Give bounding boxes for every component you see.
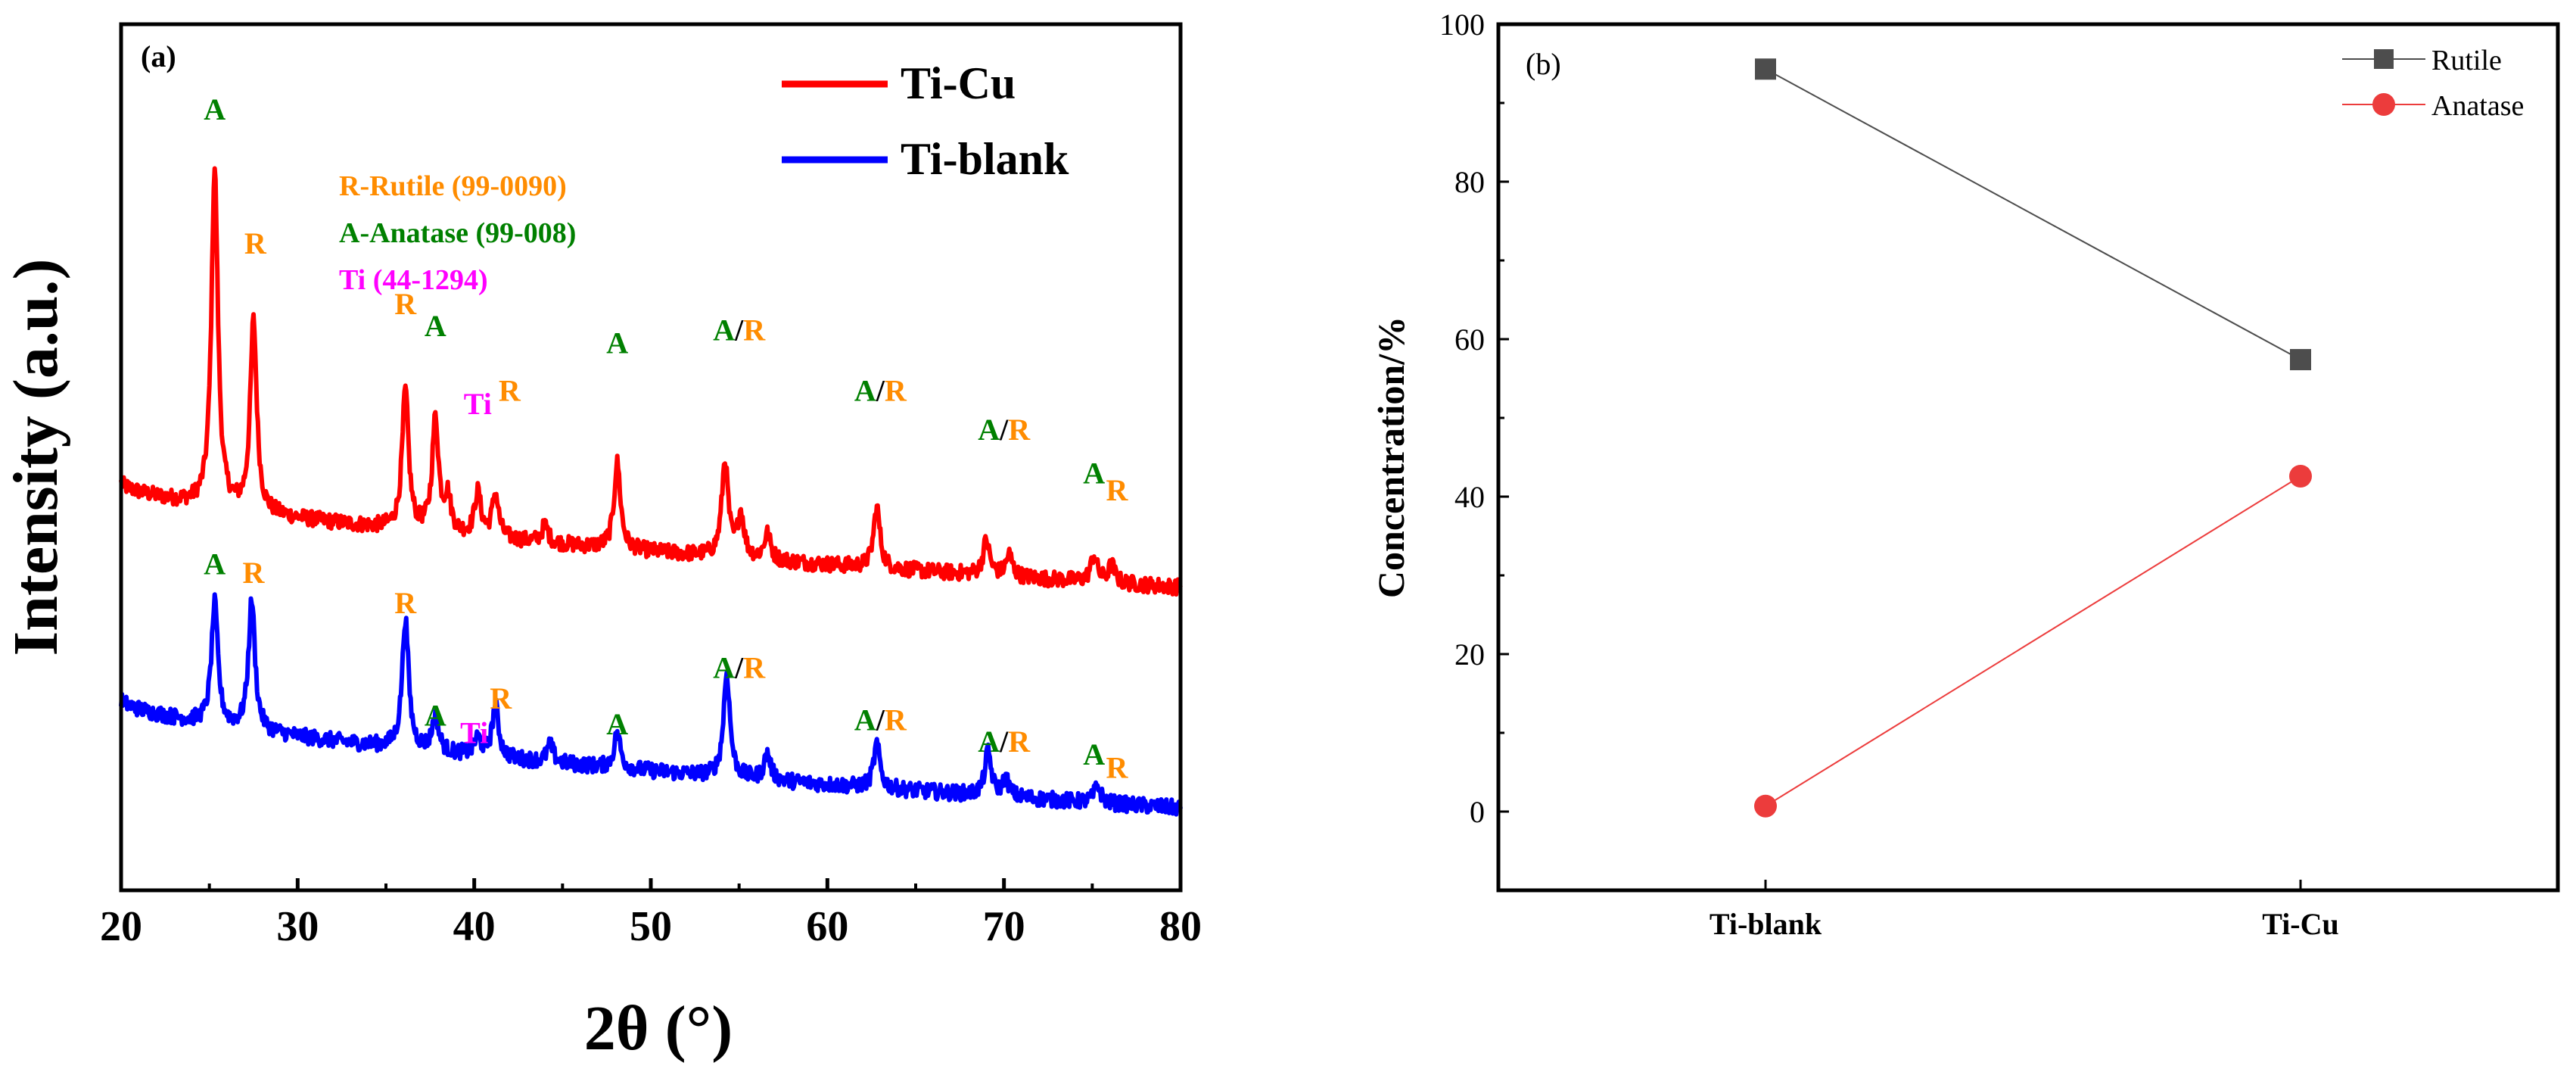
peak-label-ti-blank-20: A/R bbox=[854, 703, 907, 737]
peak-label-ti-blank-22: A bbox=[1083, 737, 1105, 771]
peak-label-ti-cu-9: A/R bbox=[978, 413, 1031, 447]
peak-label-ti-cu-8: A/R bbox=[854, 374, 907, 408]
legend-marker-rutile bbox=[2374, 49, 2394, 69]
data-point-rutile-ti-cu bbox=[2290, 349, 2311, 371]
y-tick-label-60: 60 bbox=[1454, 323, 1485, 357]
peak-label-ti-blank-15: A bbox=[425, 699, 446, 733]
peak-label-ti-cu-6: A bbox=[606, 326, 628, 360]
x-tick-label-ti-blank: Ti-blank bbox=[1710, 907, 1822, 941]
peak-label-ti-blank-21: A/R bbox=[978, 725, 1031, 759]
x-tick-label-20: 20 bbox=[100, 903, 142, 950]
x-tick-label-ti-cu: Ti-Cu bbox=[2262, 907, 2339, 941]
x-tick-label-40: 40 bbox=[453, 903, 496, 950]
y-tick-label-0: 0 bbox=[1470, 795, 1485, 829]
y-tick-label-20: 20 bbox=[1454, 637, 1485, 672]
legend-marker-anatase bbox=[2372, 93, 2395, 116]
panel-a-x-axis-title: 2θ (°) bbox=[584, 993, 733, 1064]
peak-label-ti-cu-7: A/R bbox=[713, 313, 766, 347]
peak-label-ti-blank-17: R bbox=[490, 681, 512, 715]
peak-label-ti-cu-1: R bbox=[244, 226, 267, 260]
y-tick-label-80: 80 bbox=[1454, 165, 1485, 199]
x-tick-label-30: 30 bbox=[276, 903, 319, 950]
y-tick-label-40: 40 bbox=[1454, 480, 1485, 514]
peak-label-ti-cu-3: A bbox=[425, 309, 446, 343]
x-tick-label-80: 80 bbox=[1159, 903, 1202, 950]
reference-legend: R-Rutile (99-0090) A-Anatase (99-008) Ti… bbox=[339, 170, 576, 296]
x-tick-label-50: 50 bbox=[630, 903, 672, 950]
xrd-traces bbox=[119, 166, 1183, 817]
panel-a-label: (a) bbox=[141, 39, 176, 73]
panel-a-x-axis: 20 30 40 50 60 70 80 bbox=[100, 878, 1202, 950]
peak-label-ti-blank-18: A bbox=[606, 707, 628, 741]
peak-label-ti-cu-0: A bbox=[204, 92, 226, 126]
peak-label-ti-blank-16: Ti bbox=[460, 716, 488, 750]
xrd-line-ti-cu bbox=[119, 166, 1183, 597]
reference-legend-rutile: R-Rutile (99-0090) bbox=[339, 170, 567, 202]
x-tick-label-70: 70 bbox=[983, 903, 1025, 950]
peak-label-ti-blank-13: R bbox=[243, 556, 266, 590]
series-line-rutile bbox=[1765, 68, 2301, 360]
panel-a-y-axis-title: Intensity (a.u.) bbox=[1, 258, 71, 656]
panel-b-legend: Rutile Anatase bbox=[2342, 45, 2524, 122]
legend-label-rutile: Rutile bbox=[2431, 45, 2502, 76]
peak-label-ti-cu-4: Ti bbox=[464, 387, 492, 421]
y-tick-label-100: 100 bbox=[1439, 8, 1485, 42]
reference-legend-ti: Ti (44-1294) bbox=[339, 264, 488, 296]
panel-b-x-axis: Ti-blank Ti-Cu bbox=[1710, 880, 2339, 941]
panel-b-y-axis: 0 20 40 60 80 100 bbox=[1439, 8, 1509, 892]
concentration-series bbox=[1754, 58, 2312, 818]
panel-b-plot-frame bbox=[1496, 22, 2560, 893]
x-tick-label-60: 60 bbox=[806, 903, 848, 950]
data-point-anatase-ti-blank bbox=[1754, 794, 1777, 818]
peak-label-ti-cu-5: R bbox=[499, 374, 521, 408]
peak-label-ti-cu-10: A bbox=[1083, 456, 1105, 490]
peak-label-ti-cu-2: R bbox=[394, 287, 417, 321]
series-line-anatase bbox=[1765, 475, 2301, 807]
panel-a-legend: Ti-Cu Ti-blank bbox=[782, 58, 1069, 184]
panel-b-concentration-chart: 0 20 40 60 80 100 Ti-blank Ti-Cu (b) Concentra… bbox=[1370, 8, 2560, 941]
data-point-anatase-ti-cu bbox=[2289, 464, 2312, 488]
peak-label-ti-cu-11: R bbox=[1106, 473, 1129, 507]
peak-label-ti-blank-19: A/R bbox=[713, 651, 766, 685]
legend-label-ti-cu: Ti-Cu bbox=[901, 58, 1016, 108]
legend-label-anatase: Anatase bbox=[2431, 90, 2524, 122]
peak-label-ti-blank-12: A bbox=[204, 547, 226, 581]
peak-label-ti-blank-14: R bbox=[394, 586, 417, 620]
panel-b-y-axis-title: Concentration/% bbox=[1370, 316, 1412, 598]
reference-legend-anatase: A-Anatase (99-008) bbox=[339, 217, 576, 249]
panel-b-label: (b) bbox=[1526, 47, 1561, 81]
data-point-rutile-ti-blank bbox=[1755, 58, 1776, 80]
xrd-line-ti-blank bbox=[119, 592, 1183, 817]
peak-label-ti-blank-23: R bbox=[1106, 750, 1129, 784]
legend-label-ti-blank: Ti-blank bbox=[901, 134, 1069, 184]
